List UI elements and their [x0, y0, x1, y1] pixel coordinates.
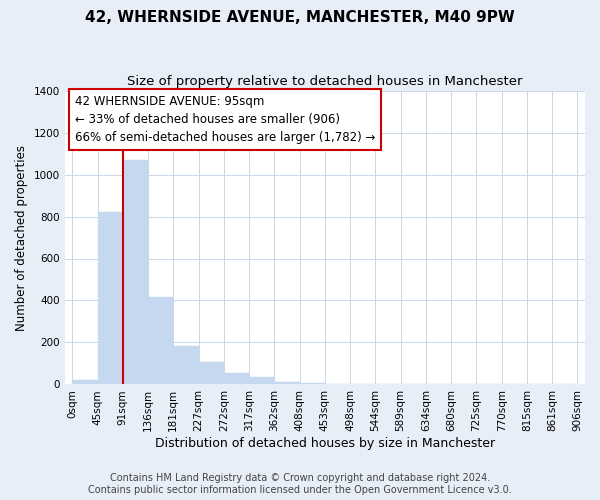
Text: 42, WHERNSIDE AVENUE, MANCHESTER, M40 9PW: 42, WHERNSIDE AVENUE, MANCHESTER, M40 9P…	[85, 10, 515, 25]
Bar	[123, 160, 148, 384]
Y-axis label: Number of detached properties: Number of detached properties	[15, 144, 28, 330]
Bar	[249, 377, 274, 384]
Text: Contains HM Land Registry data © Crown copyright and database right 2024.
Contai: Contains HM Land Registry data © Crown c…	[88, 474, 512, 495]
Bar	[148, 298, 173, 384]
Text: 42 WHERNSIDE AVENUE: 95sqm
← 33% of detached houses are smaller (906)
66% of sem: 42 WHERNSIDE AVENUE: 95sqm ← 33% of deta…	[75, 95, 375, 144]
Bar	[224, 373, 249, 384]
Bar	[199, 362, 224, 384]
Bar	[274, 382, 299, 384]
Title: Size of property relative to detached houses in Manchester: Size of property relative to detached ho…	[127, 75, 523, 88]
X-axis label: Distribution of detached houses by size in Manchester: Distribution of detached houses by size …	[155, 437, 495, 450]
Bar	[98, 212, 123, 384]
Bar	[173, 346, 199, 385]
Bar	[72, 380, 98, 384]
